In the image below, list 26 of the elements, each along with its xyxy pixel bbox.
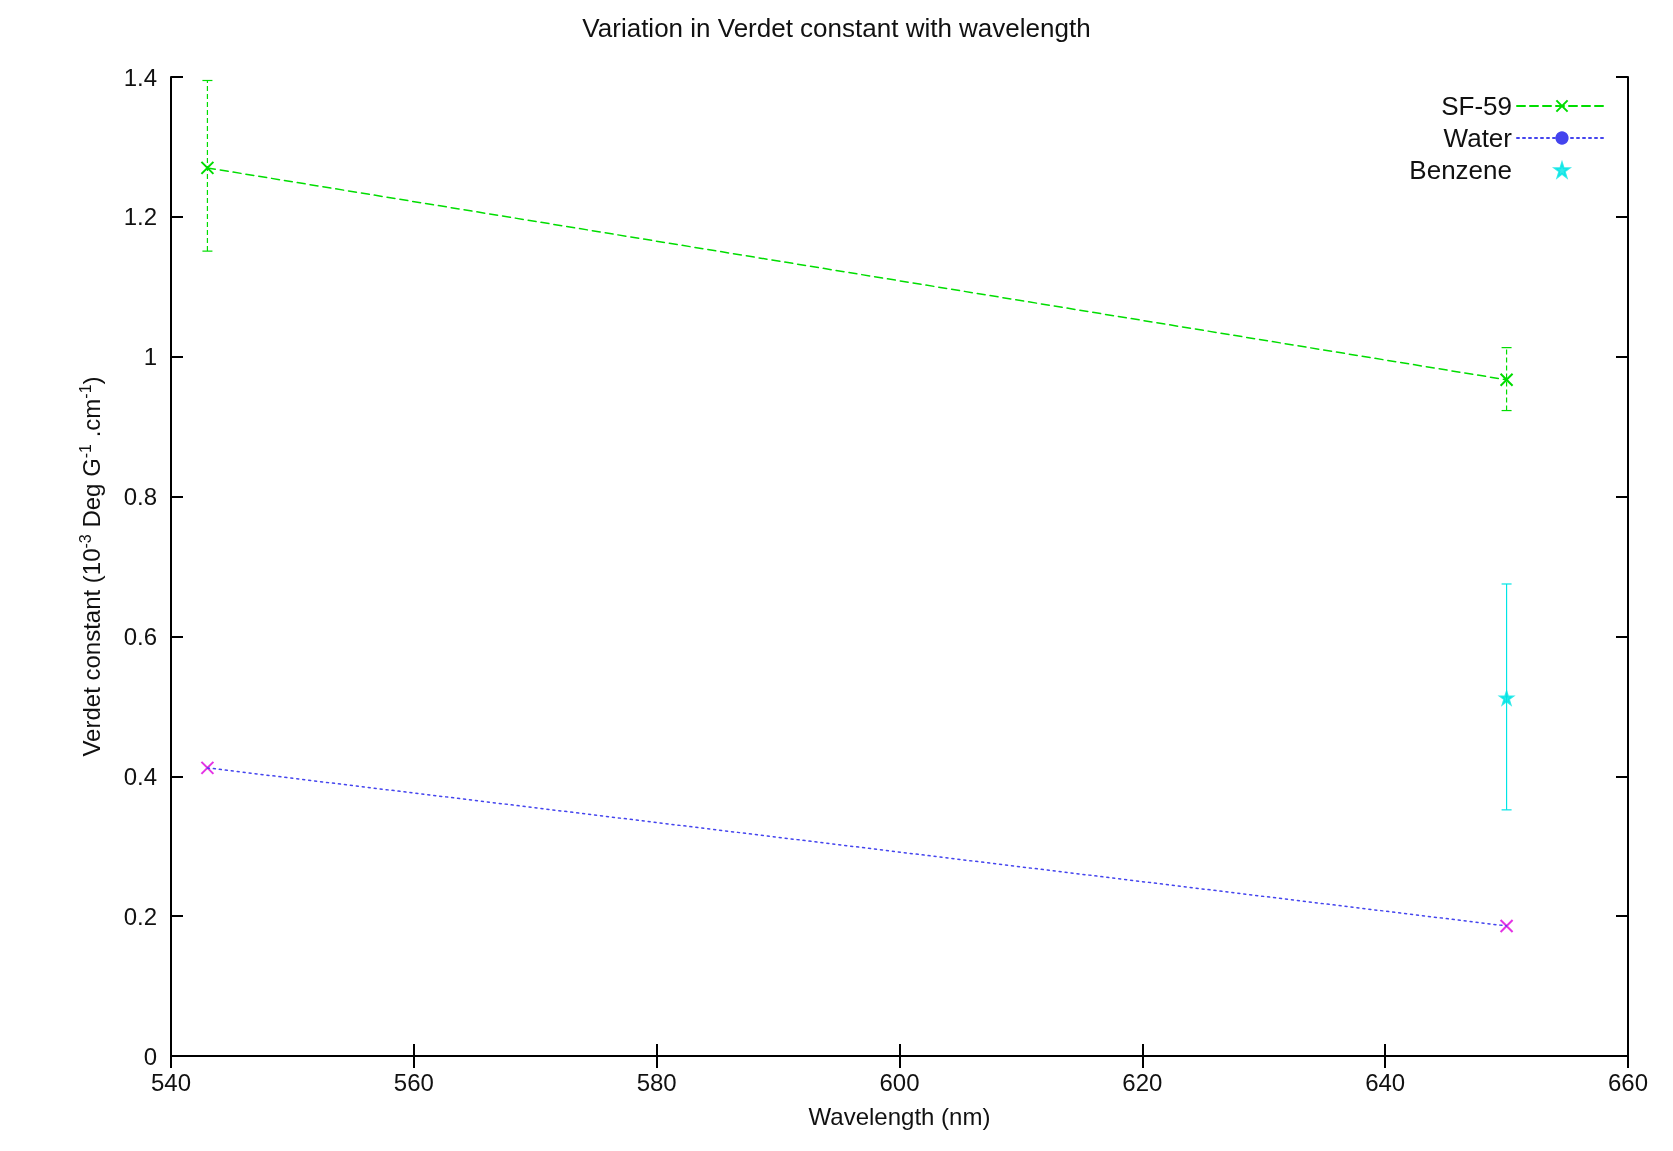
legend-label: Water xyxy=(1443,123,1513,153)
chart-title: Variation in Verdet constant with wavelength xyxy=(582,13,1091,43)
y-tick-label: 0.8 xyxy=(123,483,157,511)
legend-label: SF-59 xyxy=(1441,91,1512,121)
legend-label: Benzene xyxy=(1409,155,1512,185)
y-tick-label: 1 xyxy=(143,343,157,371)
y-axis-title: Verdet constant (10-3 Deg G-1 .cm-1) xyxy=(76,376,105,757)
point xyxy=(1499,918,1514,933)
y-tick-label: 0.4 xyxy=(123,762,157,790)
y-tick-label: 0 xyxy=(143,1042,157,1070)
x-tick-label: 640 xyxy=(1365,1068,1406,1096)
x-tick-label: 540 xyxy=(150,1068,192,1096)
x-tick-label: 620 xyxy=(1122,1068,1163,1096)
point xyxy=(1497,690,1516,707)
y-tick-label: 1.2 xyxy=(123,203,157,231)
point xyxy=(1499,372,1514,387)
x-tick-label: 600 xyxy=(879,1068,920,1096)
x-tick-label: 580 xyxy=(636,1068,677,1096)
x-axis-title: Wavelength (nm) xyxy=(808,1102,991,1130)
y-tick-label: 1.4 xyxy=(123,63,157,91)
x-tick-label: 560 xyxy=(393,1068,434,1096)
y-tick-label: 0.2 xyxy=(123,902,157,930)
point xyxy=(200,160,215,175)
point xyxy=(200,760,215,775)
y-tick-label: 0.6 xyxy=(123,622,157,650)
x-tick-label: 660 xyxy=(1607,1068,1649,1096)
